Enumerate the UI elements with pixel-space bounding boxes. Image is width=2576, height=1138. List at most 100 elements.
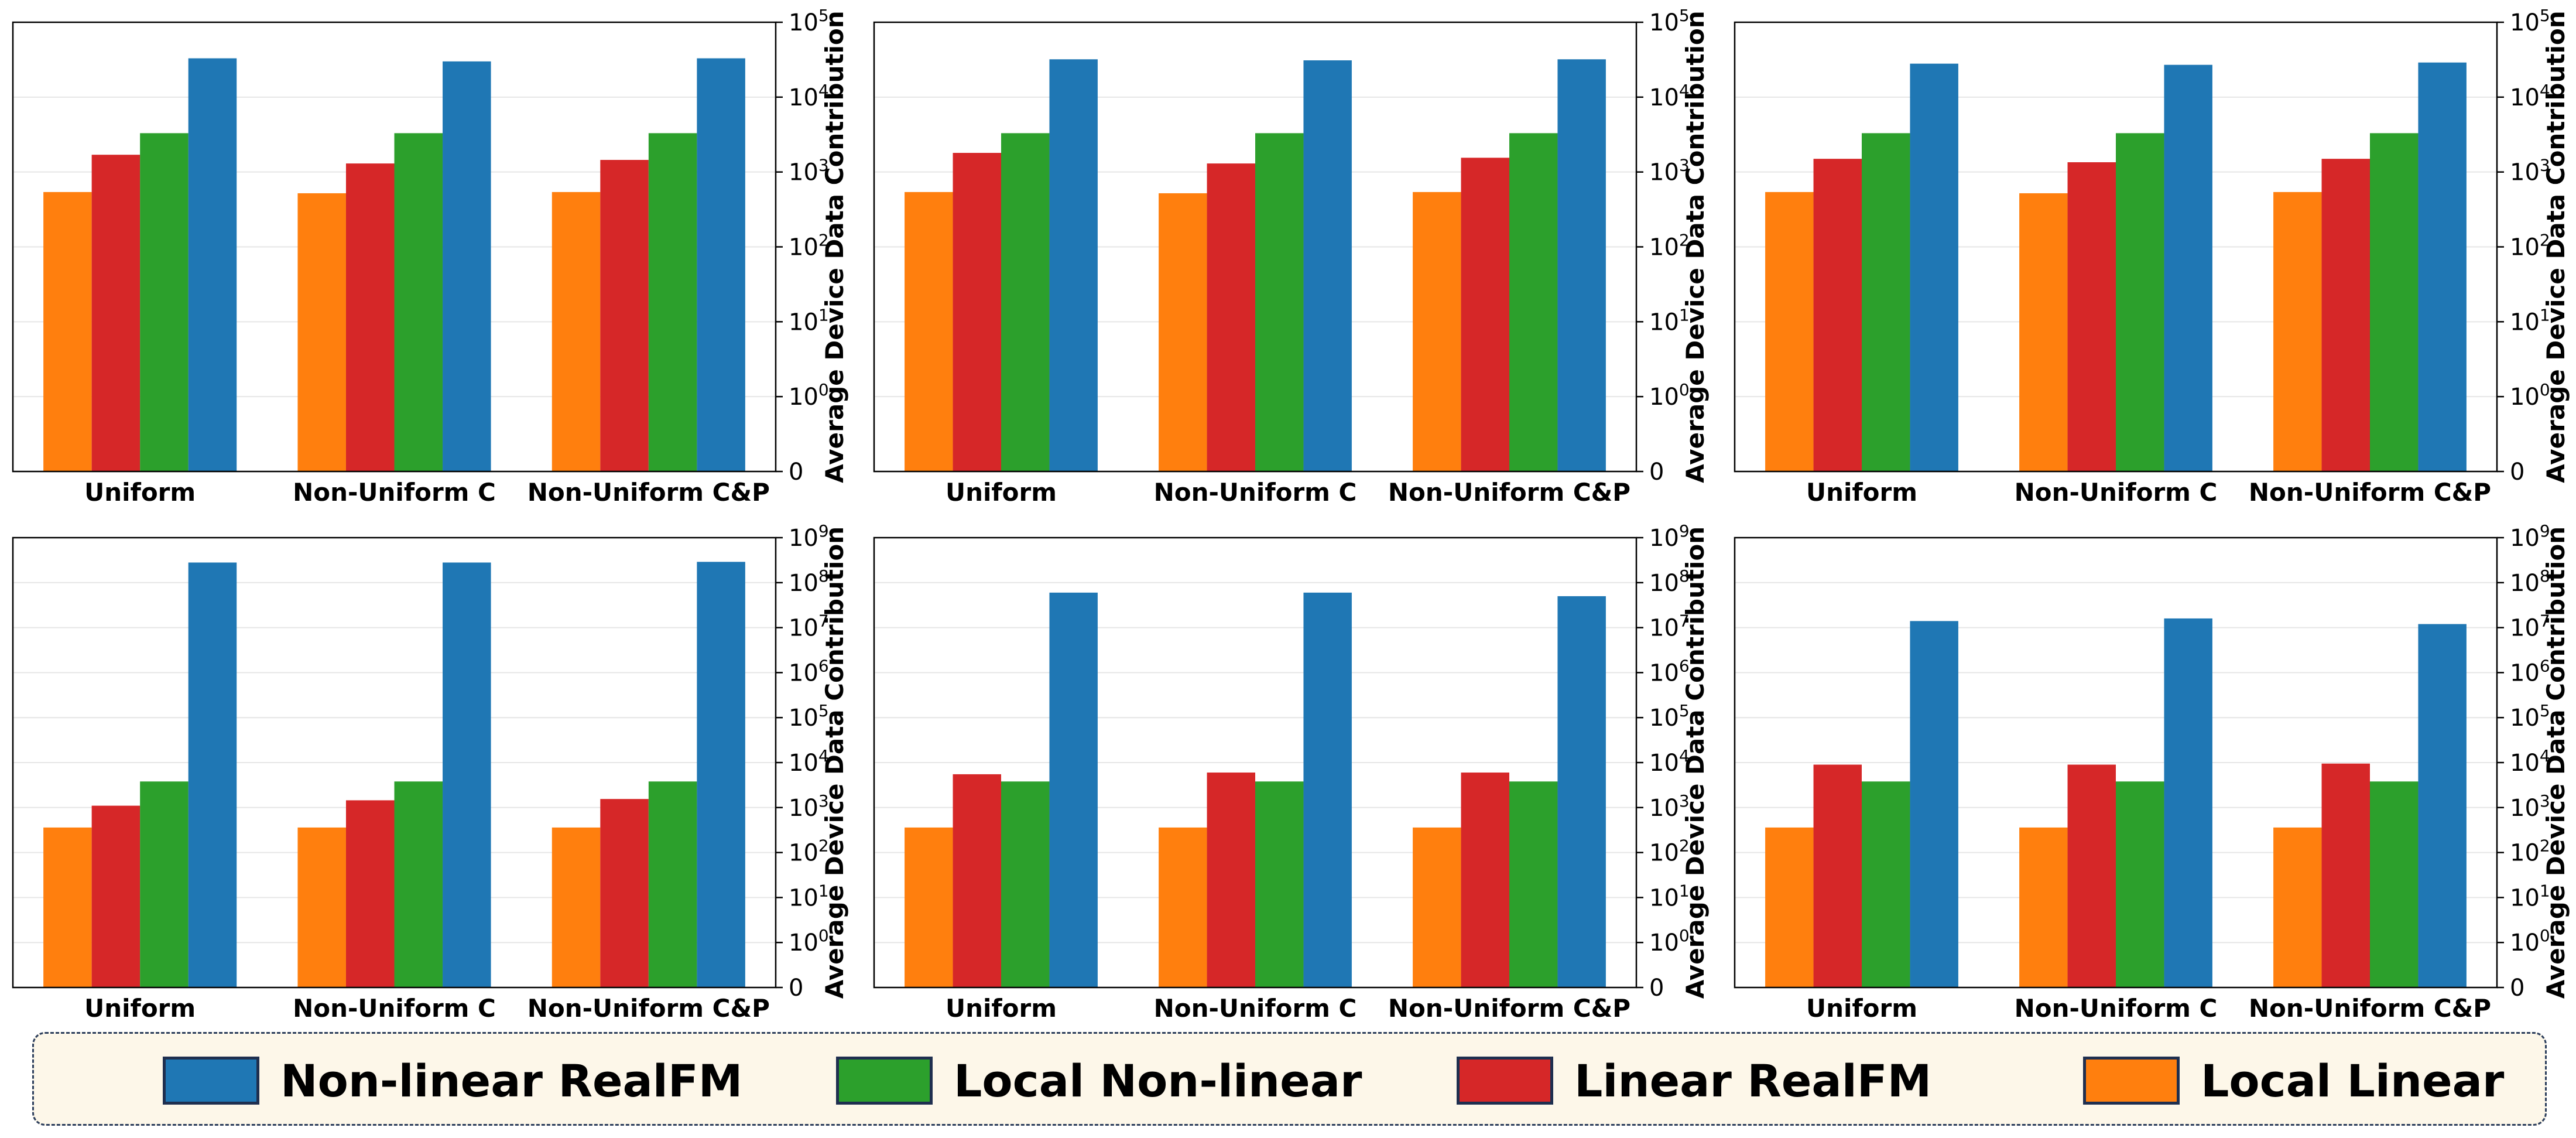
y-tick-label: 100 [789,380,829,411]
bar-non-linear-realfm-non-uniform-candp [1557,596,1606,987]
y-tick-label: 104 [2510,746,2550,777]
x-tick-label-non-uniform-candp: Non-Uniform C&P [2249,994,2491,1023]
bar-linear-realfm-uniform [953,774,1001,987]
y-tick-label: 104 [2510,81,2550,111]
x-tick-label-non-uniform-candp: Non-Uniform C&P [1388,994,1630,1023]
legend-item-local-non-linear: Local Non-linear [836,1034,1362,1127]
y-tick-label: 102 [2510,836,2550,867]
x-tick-label-non-uniform-c: Non-Uniform C [1154,994,1357,1023]
bar-linear-realfm-non-uniform-c [1207,163,1255,471]
legend-item-local-linear: Local Linear [2083,1034,2504,1127]
bar-local-linear-non-uniform-c [1159,193,1207,471]
y-tick-label: 109 [2510,521,2550,552]
bar-linear-realfm-non-uniform-candp [2321,763,2370,987]
y-tick-label: 100 [789,926,829,956]
y-axis-label: Average Device Data Contribution [820,11,849,483]
bar-non-linear-realfm-non-uniform-c [2164,618,2212,987]
bar-local-linear-uniform [905,192,953,471]
y-tick-label: 108 [2510,566,2550,597]
bar-local-linear-non-uniform-candp [1413,827,1461,987]
y-tick-label: 105 [789,6,829,36]
legend-item-non-linear-realfm: Non-linear RealFM [163,1034,742,1127]
bar-linear-realfm-non-uniform-candp [1461,158,1509,471]
y-tick-label: 103 [1649,791,1690,822]
x-tick-label-uniform: Uniform [84,994,196,1023]
legend-swatch-linear-realfm [1457,1057,1553,1105]
plot-frame [1734,536,2498,989]
bar-non-linear-realfm-non-uniform-candp [697,58,745,471]
y-axis-label: Average Device Data Contribution [2541,11,2570,483]
y-tick-label: 105 [1649,701,1690,732]
x-tick-label-non-uniform-candp: Non-Uniform C&P [1388,478,1630,507]
y-tick-label: 0 [1649,975,1664,1002]
y-tick-label: 106 [789,656,829,686]
bar-non-linear-realfm-uniform [188,58,237,471]
bar-local-linear-uniform [1765,827,1814,987]
legend-swatch-non-linear-realfm [163,1057,259,1105]
y-tick-label: 0 [789,975,803,1002]
bar-local-non-linear-non-uniform-c [1255,781,1304,987]
bar-local-non-linear-uniform [140,781,189,987]
bar-local-non-linear-uniform [1862,781,1910,987]
chart-panel-4: 0 100 101 102 103 104 105 106 107 108 109 Uniform No… [12,521,849,1023]
bar-non-linear-realfm-non-uniform-c [1303,60,1352,471]
x-tick-label-non-uniform-candp: Non-Uniform C&P [527,478,770,507]
x-tick-label-uniform: Uniform [1806,478,1917,507]
y-tick-label: 0 [789,459,803,486]
bar-local-non-linear-non-uniform-c [2116,781,2164,987]
y-tick-label: 105 [2510,701,2550,732]
y-tick-label: 108 [1649,566,1690,597]
bar-local-non-linear-uniform [1001,781,1050,987]
bar-non-linear-realfm-non-uniform-candp [1557,59,1606,472]
y-tick-label: 107 [1649,611,1690,642]
bar-non-linear-realfm-uniform [1910,621,1958,987]
bar-linear-realfm-non-uniform-c [2067,162,2116,471]
y-tick-label: 106 [1649,656,1690,686]
x-tick-label-uniform: Uniform [946,478,1057,507]
bar-local-linear-non-uniform-candp [2273,192,2322,471]
bar-local-linear-non-uniform-candp [2273,827,2322,987]
plot-frame [12,536,777,989]
bar-local-non-linear-uniform [1001,133,1050,471]
bar-linear-realfm-uniform [1813,159,1862,471]
bar-non-linear-realfm-non-uniform-c [2164,64,2212,471]
bar-local-linear-non-uniform-c [1159,827,1207,987]
bar-local-non-linear-non-uniform-candp [2370,781,2419,987]
y-tick-label: 104 [1649,81,1690,111]
bar-local-linear-non-uniform-c [297,193,346,471]
y-tick-label: 100 [2510,380,2550,411]
legend-label-local-non-linear: Local Non-linear [954,1054,1362,1107]
y-tick-label: 103 [2510,156,2550,186]
y-tick-label: 103 [1649,156,1690,186]
y-tick-label: 101 [2510,305,2550,336]
bar-local-non-linear-non-uniform-c [1255,133,1304,471]
y-axis-label: Average Device Data Contribution [1681,527,1710,999]
bar-local-linear-non-uniform-candp [1413,192,1461,471]
bar-local-linear-non-uniform-c [297,827,346,987]
bar-linear-realfm-non-uniform-candp [1461,773,1509,987]
bar-linear-realfm-non-uniform-c [345,163,395,471]
bar-local-non-linear-non-uniform-candp [1509,133,1558,471]
bar-local-non-linear-non-uniform-c [394,133,443,471]
y-tick-label: 108 [789,566,829,597]
bar-local-linear-non-uniform-candp [551,192,601,471]
y-tick-label: 107 [789,611,829,642]
y-tick-label: 106 [2510,656,2550,686]
bar-linear-realfm-non-uniform-c [345,800,395,987]
y-tick-label: 101 [1649,881,1690,911]
bar-local-non-linear-non-uniform-candp [2370,133,2419,471]
bar-non-linear-realfm-non-uniform-c [443,562,491,987]
legend-label-local-linear: Local Linear [2201,1054,2505,1107]
bar-local-linear-non-uniform-candp [551,827,601,987]
bar-local-linear-uniform [43,192,92,471]
y-tick-label: 105 [789,701,829,732]
bar-linear-realfm-uniform [953,153,1001,472]
x-tick-label-non-uniform-c: Non-Uniform C [2015,478,2218,507]
y-tick-label: 0 [2510,975,2524,1002]
plot-frame [873,21,1638,473]
y-axis-label: Average Device Data Contribution [820,527,849,999]
bar-local-non-linear-uniform [1862,133,1910,471]
legend-label-non-linear-realfm: Non-linear RealFM [280,1054,743,1107]
x-tick-label-uniform: Uniform [84,478,196,507]
chart-panel-2: 0 100 101 102 103 104 105 Uniform Non-Uniform C N… [873,6,1710,507]
